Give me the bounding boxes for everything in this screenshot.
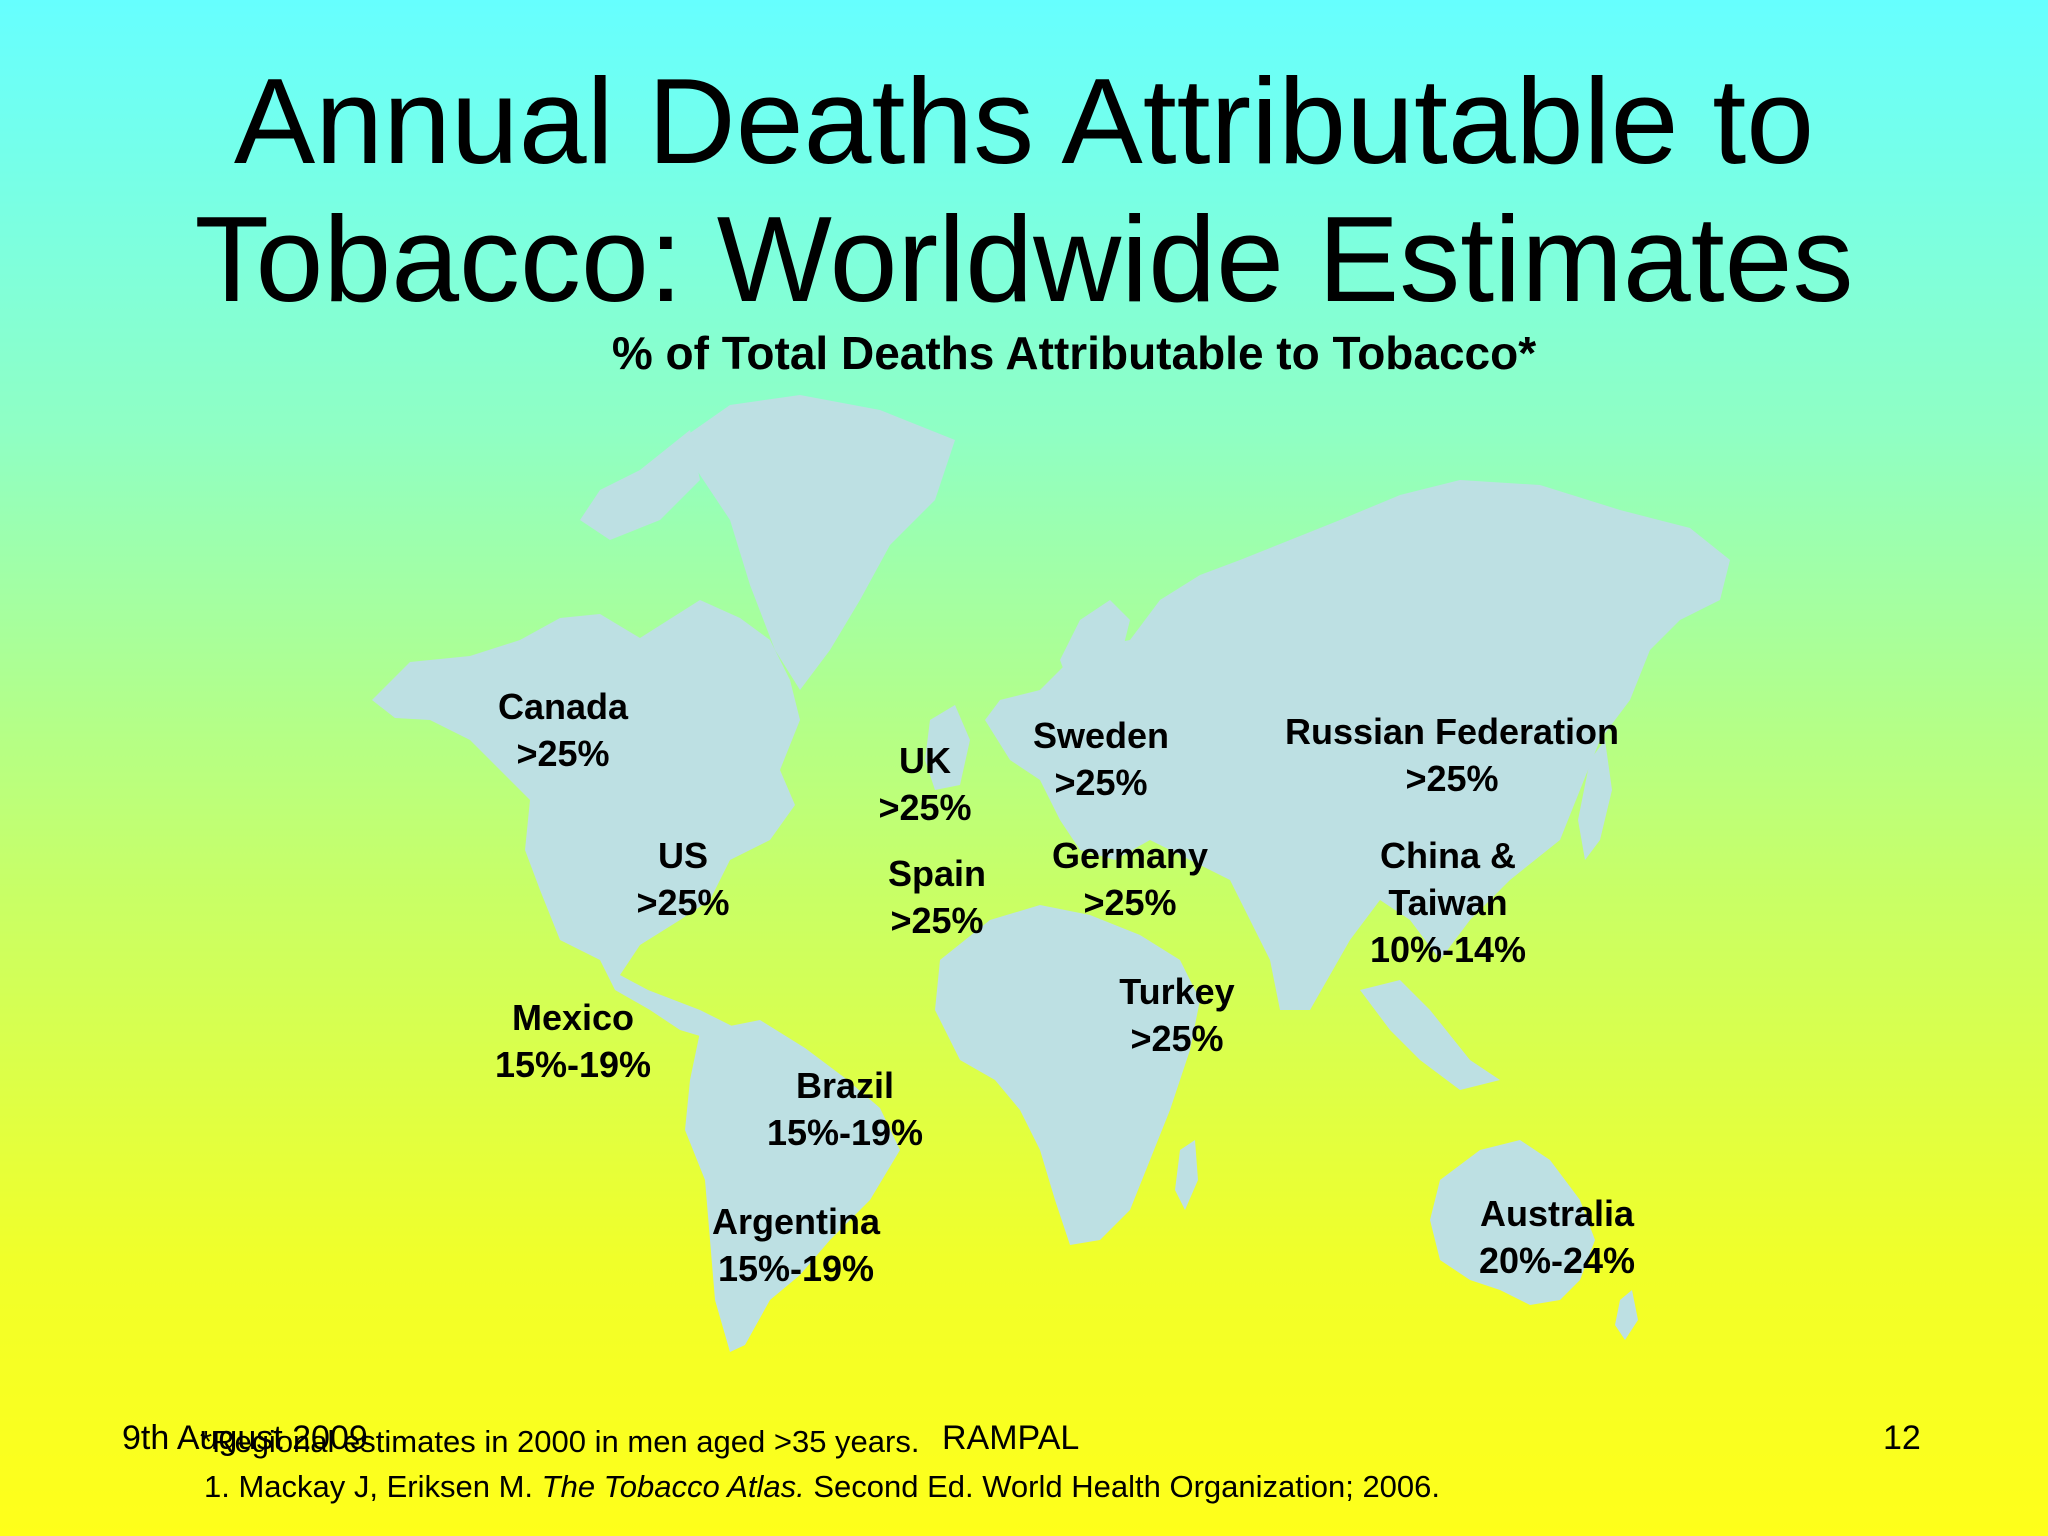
- region-name: Argentina: [711, 1201, 881, 1242]
- region-label-us: US >25%: [636, 832, 729, 926]
- region-name: Brazil: [795, 1065, 895, 1106]
- region-name-line-2: Taiwan: [1388, 882, 1508, 923]
- southeast-asia-landmass: [1360, 980, 1500, 1090]
- europe-asia-landmass: [985, 480, 1730, 1010]
- australia-landmass: [1430, 1140, 1595, 1305]
- north-america-landmass: [372, 600, 800, 1042]
- region-label-argentina: Argentina 15%-19%: [712, 1198, 880, 1292]
- japan-landmass: [1578, 740, 1612, 860]
- region-label-russian-federation: Russian Federation >25%: [1285, 708, 1619, 802]
- citation-suffix: Second Ed. World Health Organization; 20…: [804, 1469, 1441, 1504]
- region-label-canada: Canada >25%: [498, 683, 628, 777]
- greenland-landmass: [680, 395, 955, 690]
- region-value: 15%-19%: [717, 1248, 875, 1289]
- region-label-mexico: Mexico 15%-19%: [495, 994, 651, 1088]
- region-value: >25%: [878, 787, 972, 828]
- footer-date: 9th August 2009: [122, 1419, 368, 1457]
- region-value: 15%-19%: [766, 1112, 924, 1153]
- footnote-citation: 1. Mackay J, Eriksen M. The Tobacco Atla…: [204, 1467, 1440, 1507]
- region-name: Turkey: [1119, 971, 1235, 1012]
- region-name: Germany: [1051, 835, 1209, 876]
- new-zealand-landmass: [1615, 1290, 1638, 1340]
- region-value: >25%: [516, 733, 610, 774]
- region-value: >25%: [636, 882, 730, 923]
- region-value: 10%-14%: [1369, 929, 1527, 970]
- region-value: >25%: [1054, 762, 1148, 803]
- region-value: 15%-19%: [494, 1044, 652, 1085]
- title-line-2: Tobacco: Worldwide Estimates: [194, 191, 1854, 327]
- region-label-spain: Spain >25%: [888, 850, 986, 944]
- title-line-1: Annual Deaths Attributable to: [233, 53, 1815, 189]
- region-label-brazil: Brazil 15%-19%: [767, 1062, 923, 1156]
- region-label-sweden: Sweden >25%: [1033, 712, 1169, 806]
- region-value: >25%: [1405, 758, 1499, 799]
- region-label-australia: Australia 20%-24%: [1479, 1190, 1635, 1284]
- footer-page-number: 12: [1883, 1419, 1921, 1457]
- region-value: 20%-24%: [1478, 1240, 1636, 1281]
- footnote-regional: *Regional estimates in 2000 in men aged …: [200, 1424, 920, 1459]
- region-name: Australia: [1479, 1193, 1635, 1234]
- region-label-uk: UK >25%: [878, 737, 971, 831]
- madagascar-landmass: [1175, 1140, 1198, 1210]
- citation-title: The Tobacco Atlas.: [541, 1469, 805, 1504]
- region-name-line-1: China &: [1379, 835, 1516, 876]
- region-value: >25%: [1083, 882, 1177, 923]
- arctic-islands-landmass: [580, 430, 700, 540]
- footer-author: RAMPAL: [942, 1419, 1080, 1457]
- region-name: US: [657, 835, 709, 876]
- region-name: Canada: [497, 686, 629, 727]
- region-name: Mexico: [511, 997, 635, 1038]
- slide-title: Annual Deaths Attributable to Tobacco: W…: [0, 52, 2048, 328]
- uk-landmass: [925, 705, 970, 790]
- region-label-turkey: Turkey >25%: [1119, 968, 1234, 1062]
- region-label-germany: Germany >25%: [1052, 832, 1208, 926]
- scandinavia-landmass: [1060, 600, 1130, 700]
- region-name: UK: [898, 740, 951, 781]
- africa-landmass: [935, 905, 1200, 1245]
- region-value: >25%: [1130, 1018, 1224, 1059]
- citation-prefix: 1. Mackay J, Eriksen M.: [204, 1469, 542, 1504]
- region-name: Spain: [887, 853, 987, 894]
- region-value: >25%: [890, 900, 984, 941]
- south-america-landmass: [685, 1020, 900, 1352]
- region-name: Russian Federation: [1284, 711, 1620, 752]
- map-subtitle: % of Total Deaths Attributable to Tobacc…: [611, 327, 1537, 379]
- region-name: Sweden: [1032, 715, 1170, 756]
- region-label-china-taiwan: China & Taiwan 10%-14%: [1370, 832, 1526, 973]
